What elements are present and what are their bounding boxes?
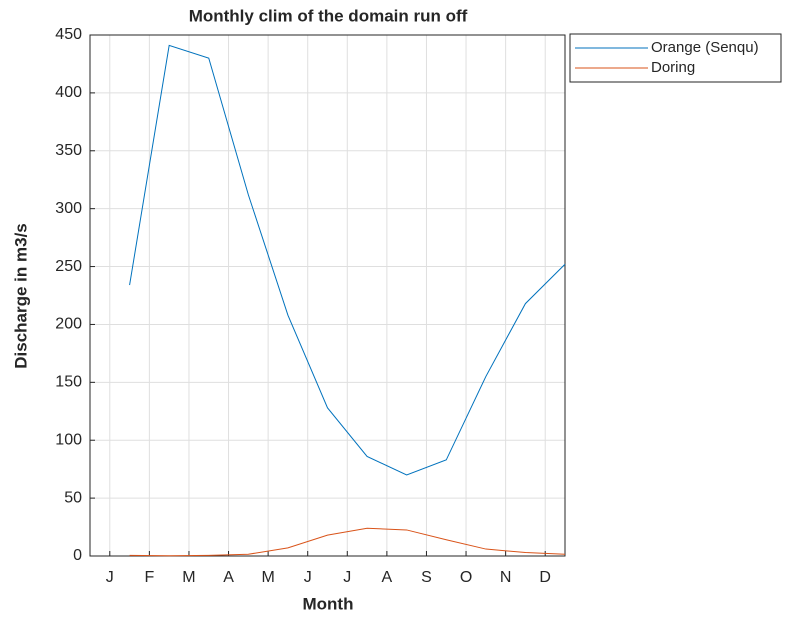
x-tick-label: N (500, 569, 512, 586)
series-line (129, 527, 566, 557)
axes-box (89, 34, 566, 557)
legend-label: Orange (Senqu) (651, 39, 759, 56)
x-tick-label: A (382, 569, 393, 586)
y-tick-label: 350 (55, 142, 82, 159)
x-axis-label: Month (303, 594, 354, 613)
y-tick-label: 450 (55, 26, 82, 43)
x-tick-label: J (343, 569, 351, 586)
y-tick-label: 400 (55, 84, 82, 101)
y-tick-label: 150 (55, 374, 82, 391)
y-tick-label: 250 (55, 258, 82, 275)
x-tick-label: D (539, 569, 551, 586)
x-tick-label: A (223, 569, 234, 586)
y-tick-label: 50 (64, 489, 82, 506)
x-tick-label: O (460, 569, 472, 586)
y-axis-label: Discharge in m3/s (11, 223, 30, 369)
chart-title: Monthly clim of the domain run off (189, 6, 468, 25)
legend-label: Doring (651, 59, 695, 76)
legend-box (569, 33, 782, 83)
y-tick-label: 0 (73, 547, 82, 564)
x-tick-label: J (106, 569, 114, 586)
x-tick-label: M (261, 569, 274, 586)
x-tick-label: J (304, 569, 312, 586)
series-line (129, 44, 566, 476)
y-tick-label: 200 (55, 316, 82, 333)
x-tick-label: F (144, 569, 154, 586)
y-tick-label: 300 (55, 200, 82, 217)
x-tick-label: M (182, 569, 195, 586)
y-tick-label: 100 (55, 431, 82, 448)
x-tick-label: S (421, 569, 432, 586)
